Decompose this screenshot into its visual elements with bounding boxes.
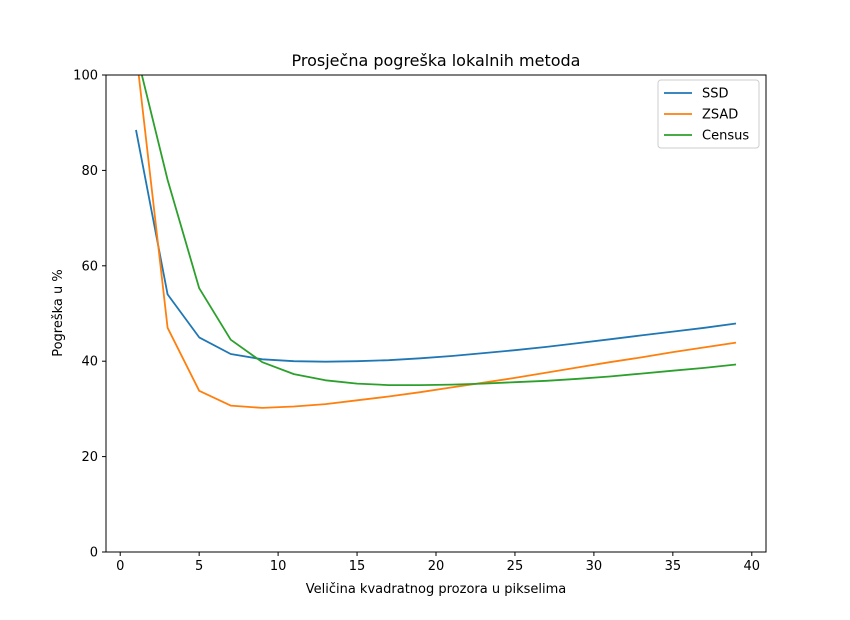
legend-label-zsad: ZSAD: [702, 108, 738, 123]
x-tick-label: 5: [195, 559, 203, 574]
legend: SSD ZSAD Census: [658, 80, 759, 148]
x-tick-label: 0: [116, 559, 124, 574]
chart-title: Prosječna pogreška lokalnih metoda: [292, 51, 581, 70]
x-tick-label: 25: [507, 559, 524, 574]
x-tick-label: 15: [349, 559, 366, 574]
x-tick-label: 40: [744, 559, 761, 574]
y-tick-label: 0: [90, 546, 98, 561]
legend-label-ssd: SSD: [702, 87, 729, 102]
y-tick-label: 40: [81, 355, 98, 370]
y-tick-label: 60: [81, 259, 98, 274]
y-axis-label: Pogreška u %: [51, 269, 66, 357]
legend-label-census: Census: [702, 129, 749, 144]
x-tick-label: 20: [428, 559, 445, 574]
x-tick-label: 35: [665, 559, 682, 574]
y-tick-label: 100: [73, 69, 98, 84]
x-tick-label: 30: [586, 559, 603, 574]
x-tick-label: 10: [270, 559, 287, 574]
y-tick-label: 80: [81, 164, 98, 179]
x-axis-label: Veličina kvadratnog prozora u pikselima: [306, 582, 567, 597]
y-tick-label: 20: [81, 450, 98, 465]
